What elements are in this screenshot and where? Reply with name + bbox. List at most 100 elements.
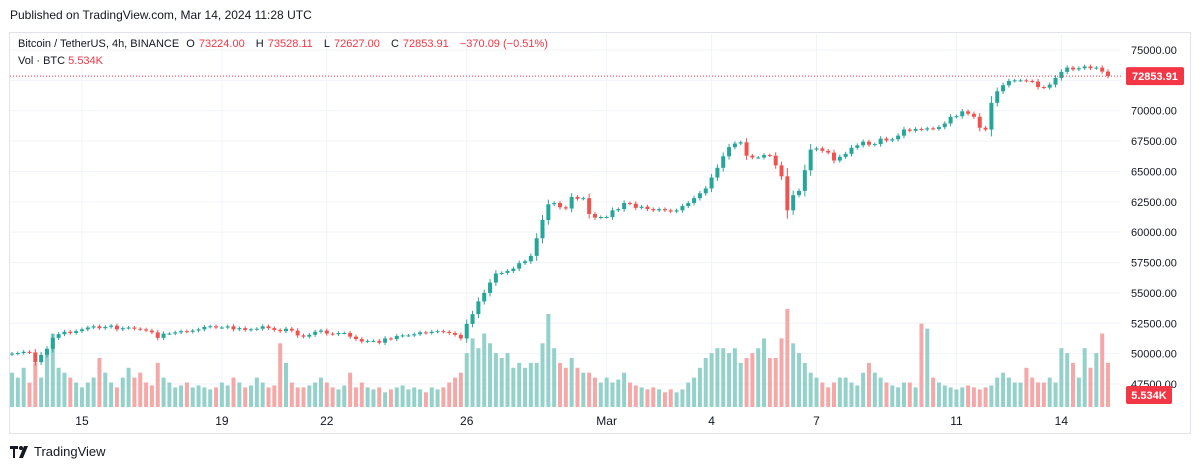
volume-bar	[1094, 353, 1099, 407]
candle-body	[1030, 80, 1035, 82]
volume-bar	[10, 372, 14, 407]
candle-body	[301, 335, 306, 337]
volume-bar	[587, 372, 592, 407]
last-price-badge	[1126, 67, 1184, 86]
y-axis-label: 50000.00	[1131, 349, 1177, 361]
candle-body	[546, 204, 551, 221]
volume-bar	[388, 389, 393, 407]
candle-body	[307, 334, 312, 337]
candle-body	[802, 170, 807, 191]
volume-bar	[832, 382, 836, 407]
candle-body	[167, 333, 172, 335]
candle-body	[21, 351, 26, 354]
candle-body	[184, 331, 189, 333]
volume-bar	[686, 382, 691, 407]
candle-body	[820, 148, 825, 151]
candle-body	[272, 328, 277, 330]
volume-bar	[989, 385, 994, 407]
volume-bar	[732, 348, 737, 407]
candle-body	[680, 206, 685, 211]
candle-body	[832, 152, 836, 161]
volume-bar	[441, 387, 446, 407]
volume-bar	[837, 377, 842, 407]
tradingview-brand[interactable]: TradingView	[10, 444, 106, 459]
candle-body	[179, 331, 184, 333]
volume-bar	[785, 309, 790, 407]
volume-bar	[62, 372, 67, 407]
volume-bar	[132, 377, 137, 407]
legend-symbol[interactable]: Bitcoin / TetherUS, 4h, BINANCE	[18, 38, 180, 50]
candle-body	[983, 127, 988, 130]
candle-body	[383, 338, 388, 343]
volume-bar	[552, 348, 557, 407]
volume-bar	[196, 385, 201, 407]
volume-bar	[610, 382, 615, 407]
legend-volume-label[interactable]: Vol · BTC	[18, 55, 66, 67]
volume-bar	[149, 385, 154, 407]
candle-body	[773, 155, 778, 166]
volume-bar	[272, 385, 277, 407]
volume-bar	[878, 377, 883, 407]
volume-bar	[155, 362, 160, 407]
volume-bar	[633, 385, 638, 407]
volume-bar	[1053, 382, 1058, 407]
volume-bar	[1100, 333, 1105, 407]
volume-bar	[173, 387, 178, 407]
volume-bar	[890, 385, 895, 407]
candle-body	[709, 177, 714, 189]
candle-body	[896, 135, 901, 140]
candle-body	[120, 328, 125, 330]
volume-bar	[359, 382, 364, 407]
candle-body	[278, 329, 283, 332]
candle-body	[890, 139, 895, 141]
candle-body	[464, 323, 469, 339]
volume-bar	[662, 392, 667, 407]
chart-frame[interactable]	[9, 32, 1191, 434]
volume-bar	[668, 389, 673, 407]
candle-body	[453, 332, 458, 335]
volume-bar	[960, 387, 965, 407]
candle-body	[190, 330, 195, 332]
candle-body	[558, 203, 562, 208]
legend-high-value: 73528.11	[267, 38, 313, 50]
volume-bar	[802, 362, 807, 407]
y-axis-label: 60000.00	[1131, 227, 1177, 239]
candle-body	[971, 113, 976, 117]
y-axis-label: 70000.00	[1131, 106, 1177, 118]
candle-body	[132, 327, 137, 329]
volume-bar	[453, 377, 458, 407]
volume-bar	[39, 377, 44, 407]
candle-body	[587, 198, 592, 214]
volume-bar	[144, 382, 149, 407]
volume-bar	[581, 372, 586, 407]
volume-bar	[313, 382, 318, 407]
volume-bar	[791, 343, 796, 407]
published-caption: Published on TradingView.com, Mar 14, 20…	[10, 8, 312, 22]
volume-bar	[1018, 382, 1023, 407]
legend-open-label: O	[186, 38, 195, 50]
volume-bar	[523, 367, 528, 407]
volume-bar	[68, 377, 73, 407]
candle-body	[348, 332, 353, 337]
volume-bar	[697, 367, 702, 407]
volume-bar	[44, 353, 49, 407]
candle-body	[423, 332, 428, 334]
volume-bar	[861, 372, 866, 407]
legend-open-value: 73224.00	[198, 38, 245, 50]
volume-bar	[126, 367, 131, 407]
volume-bar	[651, 387, 656, 407]
volume-bar	[266, 387, 271, 407]
candle-body	[499, 272, 504, 274]
volume-bar	[505, 353, 510, 407]
volume-bar	[767, 358, 772, 407]
candle-body	[884, 138, 889, 141]
y-axis-label: 52500.00	[1131, 318, 1177, 330]
chart-legend: Bitcoin / TetherUS, 4h, BINANCE O 73224.0…	[18, 36, 552, 70]
candle-body	[1006, 80, 1011, 86]
volume-bar	[639, 387, 644, 407]
volume-bar	[464, 353, 469, 407]
volume-bar	[21, 367, 26, 407]
volume-bar	[762, 338, 767, 407]
candle-body	[866, 141, 871, 145]
